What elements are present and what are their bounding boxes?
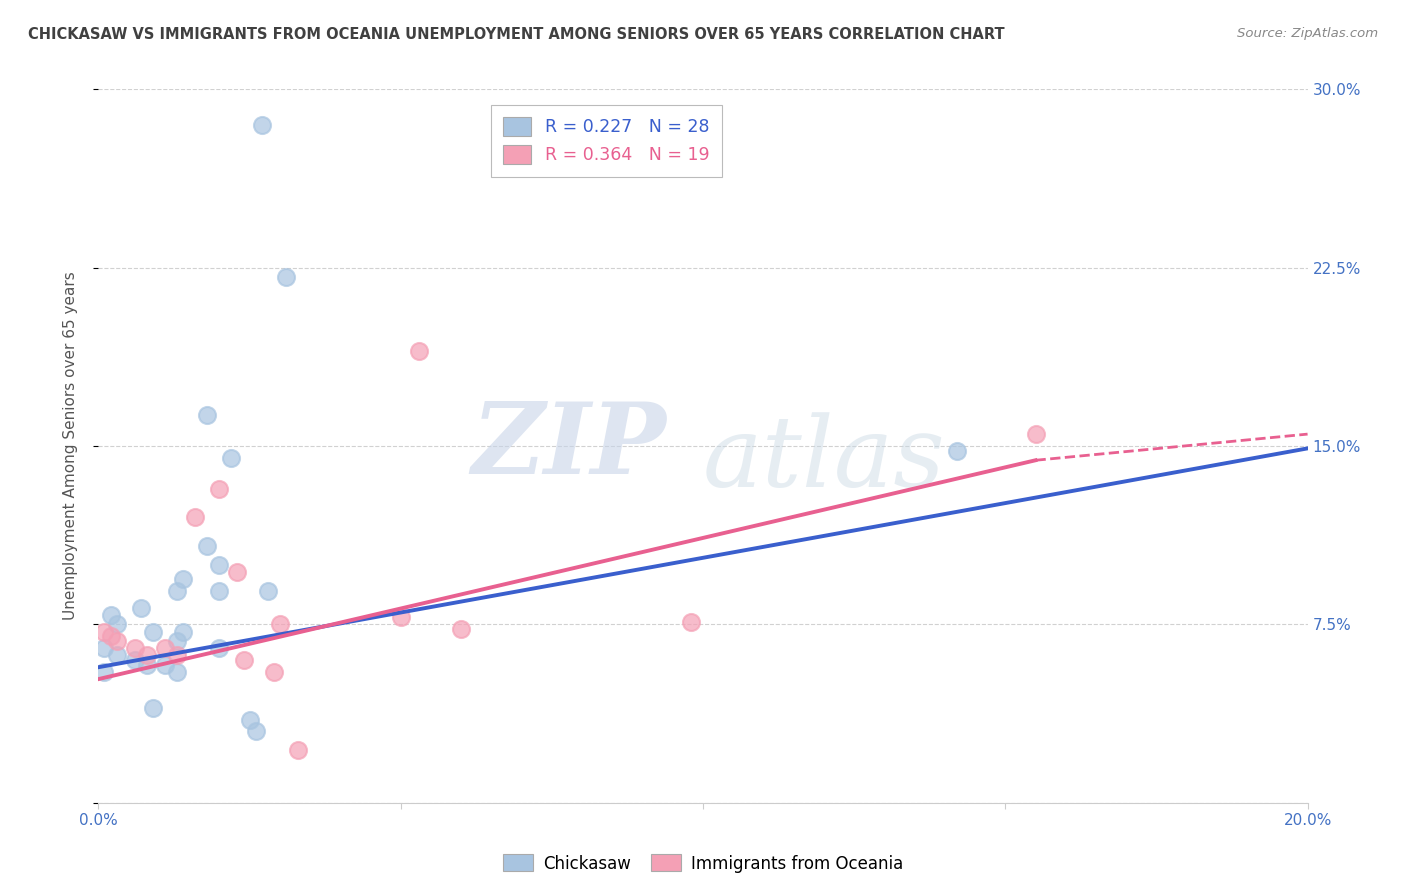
Point: [221, 450, 243, 465]
Point: [105, 648, 128, 663]
Point: [256, 584, 278, 599]
Point: [450, 622, 472, 636]
Point: [184, 510, 207, 524]
Point: [129, 600, 152, 615]
Point: [153, 641, 176, 656]
Point: [100, 629, 122, 643]
Point: [153, 657, 176, 672]
Point: [208, 641, 231, 656]
Point: [142, 700, 165, 714]
Point: [287, 743, 309, 757]
Point: [408, 343, 430, 358]
Point: [232, 653, 254, 667]
Point: [208, 482, 231, 496]
Point: [274, 270, 297, 285]
Point: [250, 118, 273, 132]
Point: [263, 665, 285, 679]
Point: [124, 653, 146, 667]
Point: [195, 539, 218, 553]
Point: [93, 624, 115, 639]
Point: [135, 657, 157, 672]
Point: [679, 615, 702, 629]
Point: [124, 641, 146, 656]
Point: [208, 584, 231, 599]
Point: [195, 408, 218, 422]
Point: [105, 634, 128, 648]
Point: [946, 443, 969, 458]
Point: [135, 648, 157, 663]
Point: [166, 665, 188, 679]
Point: [389, 610, 412, 624]
Point: [105, 617, 128, 632]
Point: [100, 607, 122, 622]
Point: [142, 624, 165, 639]
Point: [172, 572, 194, 586]
Point: [166, 634, 188, 648]
Text: ZIP: ZIP: [472, 398, 666, 494]
Legend: Chickasaw, Immigrants from Oceania: Chickasaw, Immigrants from Oceania: [496, 847, 910, 880]
Point: [239, 713, 262, 727]
Legend: R = 0.227   N = 28, R = 0.364   N = 19: R = 0.227 N = 28, R = 0.364 N = 19: [491, 105, 721, 177]
Y-axis label: Unemployment Among Seniors over 65 years: Unemployment Among Seniors over 65 years: [63, 272, 77, 620]
Point: [269, 617, 291, 632]
Point: [226, 565, 249, 579]
Point: [93, 665, 115, 679]
Text: CHICKASAW VS IMMIGRANTS FROM OCEANIA UNEMPLOYMENT AMONG SENIORS OVER 65 YEARS CO: CHICKASAW VS IMMIGRANTS FROM OCEANIA UNE…: [28, 27, 1005, 42]
Point: [172, 624, 194, 639]
Text: atlas: atlas: [703, 413, 946, 508]
Point: [166, 584, 188, 599]
Point: [93, 641, 115, 656]
Point: [1024, 427, 1046, 442]
Point: [245, 724, 267, 739]
Text: Source: ZipAtlas.com: Source: ZipAtlas.com: [1237, 27, 1378, 40]
Point: [208, 558, 231, 572]
Point: [166, 648, 188, 663]
